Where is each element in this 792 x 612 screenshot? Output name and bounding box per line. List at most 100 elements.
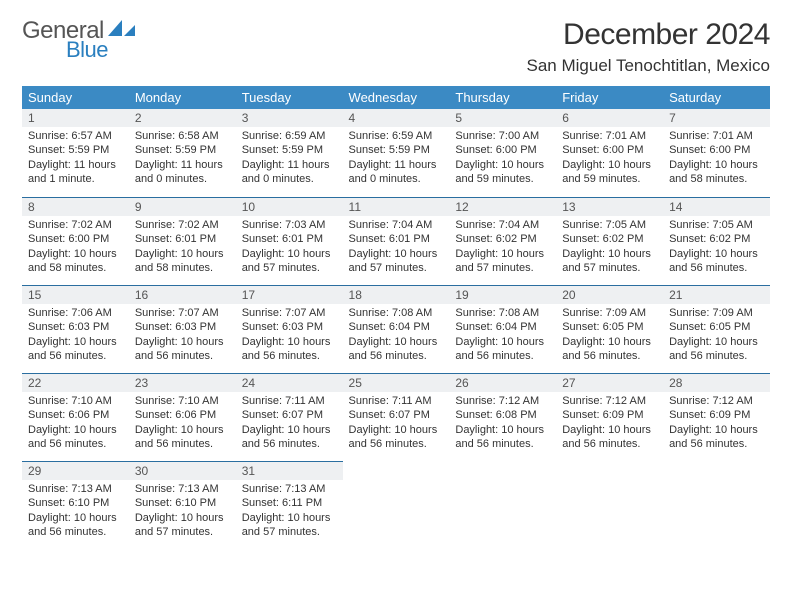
- day-details: Sunrise: 7:04 AMSunset: 6:01 PMDaylight:…: [343, 216, 450, 279]
- calendar-cell: [449, 461, 556, 549]
- calendar-cell: 9Sunrise: 7:02 AMSunset: 6:01 PMDaylight…: [129, 197, 236, 285]
- calendar-cell: 15Sunrise: 7:06 AMSunset: 6:03 PMDayligh…: [22, 285, 129, 373]
- sunrise-text: Sunrise: 6:57 AM: [28, 129, 123, 143]
- daylight-text: Daylight: 11 hours and 0 minutes.: [349, 158, 444, 187]
- weekday-header: Tuesday: [236, 86, 343, 109]
- calendar-cell: 13Sunrise: 7:05 AMSunset: 6:02 PMDayligh…: [556, 197, 663, 285]
- calendar-cell: [556, 461, 663, 549]
- sunset-text: Sunset: 6:00 PM: [669, 143, 764, 157]
- day-details: Sunrise: 7:12 AMSunset: 6:08 PMDaylight:…: [449, 392, 556, 455]
- calendar-cell: 24Sunrise: 7:11 AMSunset: 6:07 PMDayligh…: [236, 373, 343, 461]
- calendar-cell: 19Sunrise: 7:08 AMSunset: 6:04 PMDayligh…: [449, 285, 556, 373]
- day-details: Sunrise: 7:13 AMSunset: 6:10 PMDaylight:…: [129, 480, 236, 543]
- sunset-text: Sunset: 6:00 PM: [28, 232, 123, 246]
- day-number: 19: [449, 285, 556, 304]
- calendar-cell: 21Sunrise: 7:09 AMSunset: 6:05 PMDayligh…: [663, 285, 770, 373]
- calendar-cell: 1Sunrise: 6:57 AMSunset: 5:59 PMDaylight…: [22, 109, 129, 197]
- daylight-text: Daylight: 10 hours and 57 minutes.: [562, 247, 657, 276]
- daylight-text: Daylight: 10 hours and 56 minutes.: [669, 423, 764, 452]
- day-number: 21: [663, 285, 770, 304]
- sunrise-text: Sunrise: 7:09 AM: [669, 306, 764, 320]
- day-number: 28: [663, 373, 770, 392]
- calendar-cell: 16Sunrise: 7:07 AMSunset: 6:03 PMDayligh…: [129, 285, 236, 373]
- day-details: Sunrise: 7:11 AMSunset: 6:07 PMDaylight:…: [343, 392, 450, 455]
- sunset-text: Sunset: 6:10 PM: [135, 496, 230, 510]
- daylight-text: Daylight: 10 hours and 58 minutes.: [135, 247, 230, 276]
- title-block: December 2024 San Miguel Tenochtitlan, M…: [527, 18, 771, 76]
- day-details: Sunrise: 7:06 AMSunset: 6:03 PMDaylight:…: [22, 304, 129, 367]
- day-number: 26: [449, 373, 556, 392]
- logo: General Blue: [22, 18, 136, 61]
- sunset-text: Sunset: 5:59 PM: [242, 143, 337, 157]
- daylight-text: Daylight: 10 hours and 56 minutes.: [135, 335, 230, 364]
- calendar-cell: [663, 461, 770, 549]
- sunset-text: Sunset: 6:00 PM: [562, 143, 657, 157]
- sunset-text: Sunset: 5:59 PM: [28, 143, 123, 157]
- daylight-text: Daylight: 10 hours and 56 minutes.: [242, 335, 337, 364]
- sunrise-text: Sunrise: 7:07 AM: [135, 306, 230, 320]
- daylight-text: Daylight: 10 hours and 57 minutes.: [242, 247, 337, 276]
- daylight-text: Daylight: 10 hours and 56 minutes.: [242, 423, 337, 452]
- day-number: 9: [129, 197, 236, 216]
- day-number: 18: [343, 285, 450, 304]
- sunrise-text: Sunrise: 7:08 AM: [455, 306, 550, 320]
- daylight-text: Daylight: 10 hours and 57 minutes.: [135, 511, 230, 540]
- calendar-table: Sunday Monday Tuesday Wednesday Thursday…: [22, 86, 770, 549]
- sunrise-text: Sunrise: 7:13 AM: [242, 482, 337, 496]
- calendar-cell: 5Sunrise: 7:00 AMSunset: 6:00 PMDaylight…: [449, 109, 556, 197]
- sunrise-text: Sunrise: 7:04 AM: [455, 218, 550, 232]
- sunrise-text: Sunrise: 7:12 AM: [669, 394, 764, 408]
- sunset-text: Sunset: 6:11 PM: [242, 496, 337, 510]
- day-details: Sunrise: 7:12 AMSunset: 6:09 PMDaylight:…: [556, 392, 663, 455]
- day-details: Sunrise: 6:59 AMSunset: 5:59 PMDaylight:…: [236, 127, 343, 190]
- calendar-row: 15Sunrise: 7:06 AMSunset: 6:03 PMDayligh…: [22, 285, 770, 373]
- calendar-cell: 25Sunrise: 7:11 AMSunset: 6:07 PMDayligh…: [343, 373, 450, 461]
- sunrise-text: Sunrise: 7:07 AM: [242, 306, 337, 320]
- day-number: 20: [556, 285, 663, 304]
- day-number: 3: [236, 109, 343, 127]
- day-number: 15: [22, 285, 129, 304]
- calendar-row: 8Sunrise: 7:02 AMSunset: 6:00 PMDaylight…: [22, 197, 770, 285]
- sunset-text: Sunset: 5:59 PM: [349, 143, 444, 157]
- day-details: Sunrise: 7:09 AMSunset: 6:05 PMDaylight:…: [556, 304, 663, 367]
- sunrise-text: Sunrise: 7:11 AM: [242, 394, 337, 408]
- day-number: 7: [663, 109, 770, 127]
- daylight-text: Daylight: 10 hours and 56 minutes.: [28, 423, 123, 452]
- calendar-cell: 14Sunrise: 7:05 AMSunset: 6:02 PMDayligh…: [663, 197, 770, 285]
- day-details: Sunrise: 7:08 AMSunset: 6:04 PMDaylight:…: [449, 304, 556, 367]
- day-number: 25: [343, 373, 450, 392]
- day-details: Sunrise: 7:10 AMSunset: 6:06 PMDaylight:…: [22, 392, 129, 455]
- sunrise-text: Sunrise: 7:01 AM: [562, 129, 657, 143]
- day-details: Sunrise: 7:11 AMSunset: 6:07 PMDaylight:…: [236, 392, 343, 455]
- sunset-text: Sunset: 6:01 PM: [242, 232, 337, 246]
- sunset-text: Sunset: 6:05 PM: [562, 320, 657, 334]
- day-number: 11: [343, 197, 450, 216]
- sunrise-text: Sunrise: 7:08 AM: [349, 306, 444, 320]
- day-number: 27: [556, 373, 663, 392]
- sunset-text: Sunset: 6:00 PM: [455, 143, 550, 157]
- day-details: Sunrise: 7:05 AMSunset: 6:02 PMDaylight:…: [663, 216, 770, 279]
- sunset-text: Sunset: 6:03 PM: [242, 320, 337, 334]
- sunrise-text: Sunrise: 7:04 AM: [349, 218, 444, 232]
- day-number: 31: [236, 461, 343, 480]
- day-number: 24: [236, 373, 343, 392]
- daylight-text: Daylight: 10 hours and 56 minutes.: [455, 335, 550, 364]
- sunset-text: Sunset: 6:02 PM: [562, 232, 657, 246]
- day-details: Sunrise: 6:57 AMSunset: 5:59 PMDaylight:…: [22, 127, 129, 190]
- sunrise-text: Sunrise: 7:01 AM: [669, 129, 764, 143]
- sunrise-text: Sunrise: 6:59 AM: [242, 129, 337, 143]
- calendar-row: 22Sunrise: 7:10 AMSunset: 6:06 PMDayligh…: [22, 373, 770, 461]
- calendar-cell: 20Sunrise: 7:09 AMSunset: 6:05 PMDayligh…: [556, 285, 663, 373]
- day-details: Sunrise: 7:02 AMSunset: 6:01 PMDaylight:…: [129, 216, 236, 279]
- daylight-text: Daylight: 10 hours and 56 minutes.: [28, 511, 123, 540]
- day-details: Sunrise: 7:13 AMSunset: 6:11 PMDaylight:…: [236, 480, 343, 543]
- daylight-text: Daylight: 10 hours and 56 minutes.: [669, 247, 764, 276]
- month-year: December 2024: [527, 18, 771, 52]
- day-number: 4: [343, 109, 450, 127]
- sunset-text: Sunset: 6:01 PM: [349, 232, 444, 246]
- day-details: Sunrise: 7:12 AMSunset: 6:09 PMDaylight:…: [663, 392, 770, 455]
- sunrise-text: Sunrise: 7:00 AM: [455, 129, 550, 143]
- weekday-header: Monday: [129, 86, 236, 109]
- logo-word2: Blue: [66, 39, 136, 61]
- sunset-text: Sunset: 6:02 PM: [669, 232, 764, 246]
